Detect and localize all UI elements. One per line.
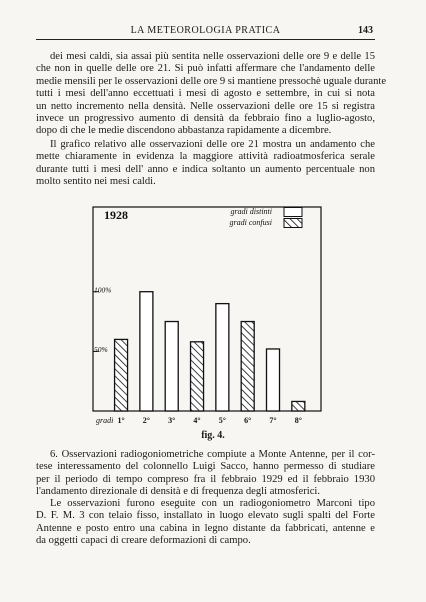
- text-line: tutti i mesi dell'anno eccettuati i mesi…: [36, 88, 375, 100]
- text-line: molto sentito nei mesi caldi.: [36, 176, 156, 188]
- page-number: 143: [358, 25, 373, 36]
- legend-label: gradi distinti: [230, 207, 272, 216]
- x-tick-label: 4°: [193, 416, 200, 425]
- bar: [113, 338, 129, 412]
- legend-swatch: [283, 207, 303, 217]
- chart-title: 1928: [104, 208, 128, 222]
- running-header: LA METEOROLOGIA PRATICA 143: [36, 25, 375, 40]
- text-line: D. F. M. 3 con telaio fisso, installato …: [36, 510, 375, 522]
- text-line: per il periodo di tempo compreso fra il …: [36, 473, 375, 485]
- text-line: mette chiaramente in evidenza la maggior…: [36, 151, 375, 163]
- text-line: dei mesi caldi, sia assai più sentita ne…: [50, 51, 375, 62]
- bar: [215, 302, 230, 412]
- y-tick-label: 100%: [94, 285, 112, 294]
- figure-caption: fig. 4.: [201, 430, 225, 441]
- text-line: da oggetti capaci di creare deformazioni…: [36, 535, 251, 547]
- y-tick-label: 50%: [94, 345, 108, 354]
- legend-label: gradi confusi: [230, 218, 272, 227]
- text-line: 6. Osservazioni radiogoniometriche compi…: [50, 449, 375, 460]
- text-line: Le osservazioni furono eseguite con un r…: [50, 498, 375, 509]
- legend-swatch: [283, 218, 303, 228]
- bar: [189, 341, 205, 412]
- y-axis-label: gradi: [96, 416, 113, 425]
- text-line: dopo di che le medie discendono abbastan…: [36, 125, 332, 137]
- text-line: durante tutti i mesi dell' anno e indica…: [36, 163, 375, 175]
- text-line: che non in quelle delle ore 21. Si può i…: [36, 63, 375, 75]
- text-line: invece un progressivo aumento di densità…: [36, 113, 375, 124]
- bar: [265, 348, 281, 412]
- text-line: l'andamento direzionale di densità e di …: [36, 486, 320, 498]
- bar: [139, 291, 154, 412]
- x-tick-label: 2°: [143, 416, 150, 425]
- text-line: Il grafico relativo alle osservazioni de…: [50, 139, 375, 150]
- x-tick-label: 5°: [219, 416, 226, 425]
- x-tick-label: 7°: [269, 416, 276, 425]
- bar: [164, 320, 179, 412]
- text-line: Antenne e posto entro una cabina in legn…: [36, 522, 375, 534]
- journal-title: LA METEOROLOGIA PRATICA: [130, 25, 281, 36]
- chart-frame: [92, 206, 322, 412]
- bar: [291, 400, 306, 412]
- bar: [240, 320, 255, 412]
- x-tick-label: 8°: [295, 416, 302, 425]
- x-tick-label: 6°: [244, 416, 251, 425]
- x-tick-label: 3°: [168, 416, 175, 425]
- text-line: tese interessamento del colonnello Luigi…: [36, 461, 375, 473]
- text-line: un netto incremento nella densità. Nelle…: [36, 100, 375, 112]
- text-line: medie mensili per le osservazioni delle …: [36, 75, 387, 87]
- x-tick-label: 1°: [117, 416, 124, 425]
